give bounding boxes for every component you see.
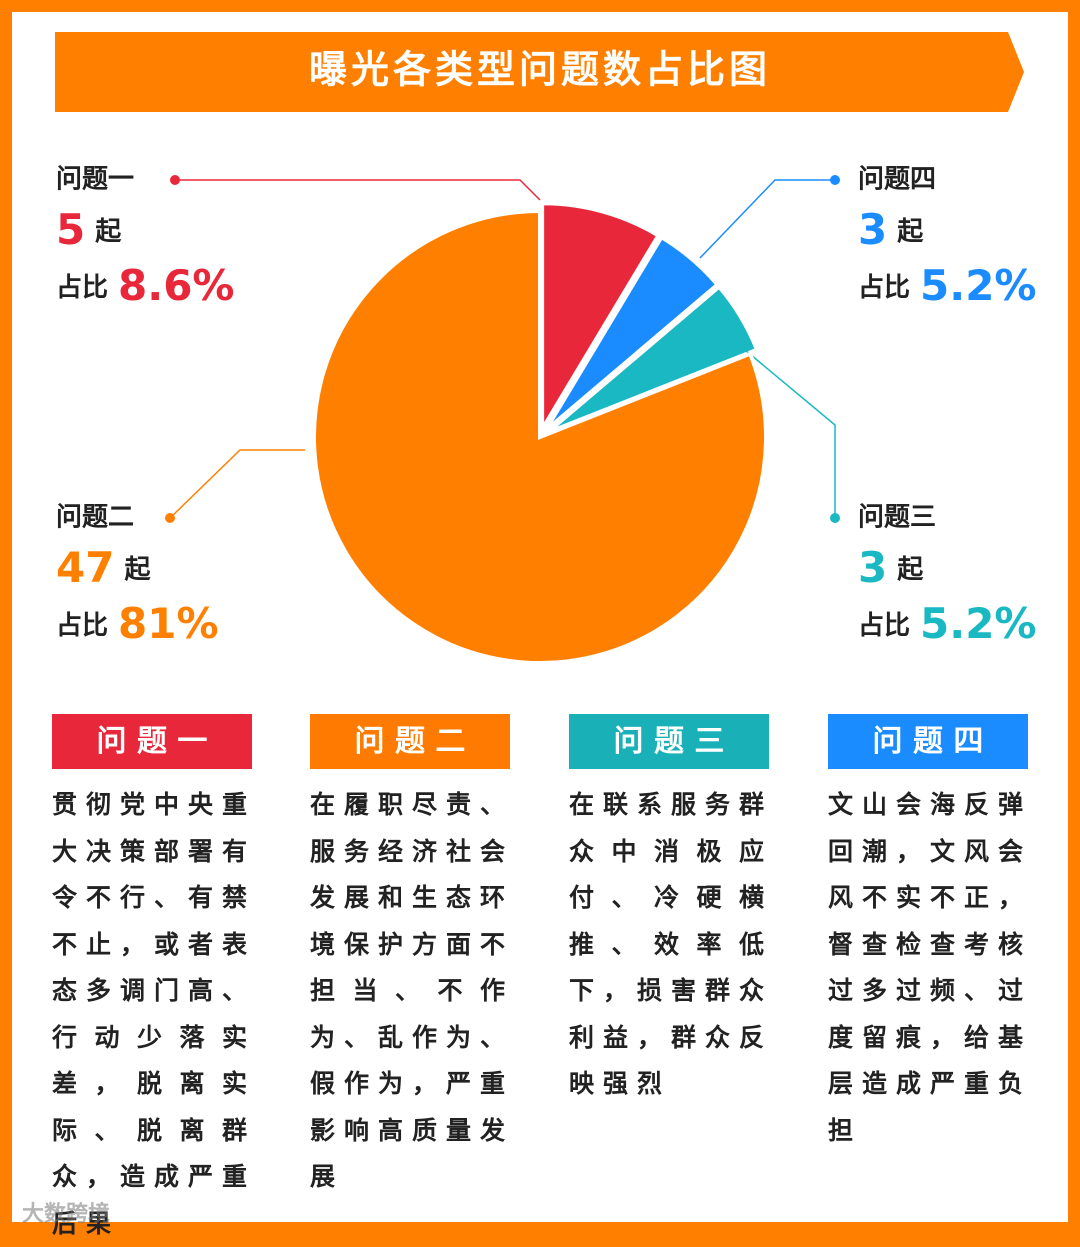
- slice-share-row: 占比 81%: [56, 599, 219, 648]
- slice-share-row: 占比 8.6%: [56, 261, 235, 310]
- pie-slice: [543, 234, 721, 433]
- slice-count: 3: [858, 205, 887, 254]
- slice-share-row: 占比 5.2%: [858, 261, 1037, 310]
- card-title: 问 题 三: [569, 714, 769, 769]
- card-title: 问 题 四: [828, 714, 1028, 769]
- slice-name: 问题四: [858, 165, 936, 195]
- card-title: 问 题 二: [310, 714, 510, 769]
- slice-percent: 5.2%: [920, 261, 1036, 310]
- count-unit: 起: [95, 217, 122, 247]
- share-label: 占比: [56, 611, 108, 641]
- leader-dot: [830, 175, 840, 185]
- count-unit: 起: [897, 555, 924, 585]
- slice-name: 问题一: [56, 165, 134, 195]
- card-text: 文山会海反弹回潮，文风会风不实不正，督查检查考核过多过频、过度留痕，给基层造成严…: [828, 790, 1033, 1145]
- share-label: 占比: [858, 611, 910, 641]
- share-label: 占比: [858, 273, 910, 303]
- slice-name: 问题二: [56, 503, 134, 533]
- slice-percent: 81%: [118, 599, 219, 648]
- chart-title: 曝光各类型问题数占比图: [309, 48, 771, 92]
- slice-name: 问题三: [858, 503, 936, 533]
- slice-count-row: 47 起: [56, 543, 151, 592]
- slice-percent: 5.2%: [920, 599, 1036, 648]
- pie-slice: [312, 208, 768, 665]
- slice-count: 47: [56, 543, 114, 592]
- pie-slice: [540, 201, 662, 437]
- slice-count: 3: [858, 543, 887, 592]
- watermark: 大数跨境: [22, 1202, 111, 1227]
- leader-line: [175, 179, 541, 201]
- title-chevron: [1010, 35, 1033, 109]
- leader-dot: [170, 175, 180, 185]
- card-title: 问 题 一: [52, 714, 252, 769]
- share-label: 占比: [56, 273, 108, 303]
- card-text: 在履职尽责、服务经济社会发展和生态环境保护方面不担当、不作为、乱作为、假作为，严…: [310, 790, 515, 1191]
- leader-line: [744, 349, 836, 518]
- title-banner: [55, 32, 1024, 112]
- leader-dot: [830, 513, 840, 523]
- card-text: 在联系服务群众中消极应付、冷硬横推、效率低下，损害群众利益，群众反映强烈: [569, 790, 774, 1098]
- card-text: 贯彻党中央重大决策部署有令不行、有禁不止，或者表态多调门高、行动少落实差，脱离实…: [52, 790, 257, 1238]
- leader-dot: [165, 513, 175, 523]
- pie-slice: [545, 283, 760, 435]
- slice-share-row: 占比 5.2%: [858, 599, 1037, 648]
- count-unit: 起: [124, 555, 151, 585]
- leader-line: [169, 449, 305, 519]
- slice-count: 5: [56, 205, 85, 254]
- slice-percent: 8.6%: [118, 261, 234, 310]
- count-unit: 起: [897, 217, 924, 247]
- leader-line: [699, 179, 835, 259]
